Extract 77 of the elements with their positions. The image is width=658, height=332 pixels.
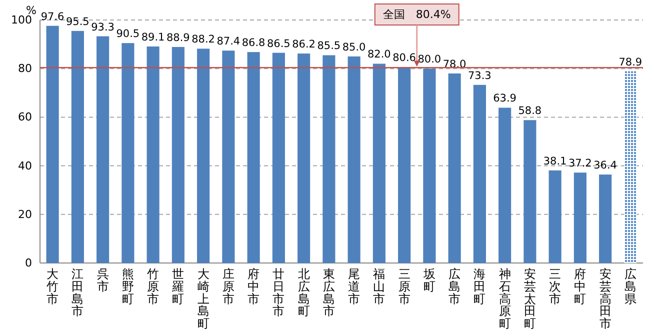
- bar: [71, 30, 84, 263]
- data-label: 86.8: [242, 37, 266, 50]
- data-label: 89.1: [141, 31, 165, 44]
- bar: [423, 68, 436, 263]
- x-tick-label: 東広島市: [322, 267, 335, 318]
- data-label: 58.8: [518, 105, 542, 118]
- data-label: 37.2: [568, 158, 592, 170]
- data-label: 88.9: [166, 32, 190, 44]
- x-tick-label: 江田島市: [72, 267, 84, 318]
- y-tick-label: 40: [18, 159, 32, 172]
- data-label: 88.2: [192, 34, 216, 46]
- y-tick-label: 80: [18, 62, 32, 76]
- data-label: 85.0: [342, 41, 366, 54]
- bar: [599, 174, 612, 263]
- x-tick-label: 呉市: [96, 267, 109, 294]
- x-tick-label: 広島市: [448, 267, 461, 306]
- bar: [96, 36, 110, 263]
- x-tick-label: 府中市: [248, 267, 260, 306]
- x-tick-label: 坂町: [422, 267, 436, 294]
- x-tick-label: 廿日市市: [272, 267, 285, 318]
- ref-line-label: 全国 80.4%: [382, 8, 451, 21]
- data-label: 80.0: [418, 54, 442, 66]
- y-tick-label: 0: [25, 256, 32, 270]
- data-label: 86.2: [292, 38, 316, 51]
- data-label: 78.9: [618, 56, 642, 68]
- bar: [574, 172, 586, 263]
- bar: [46, 26, 59, 263]
- data-label: 85.5: [317, 40, 341, 52]
- x-tick-label: 庄原市: [222, 267, 234, 306]
- x-tick-label: 府中町: [574, 267, 586, 306]
- bar: [322, 55, 336, 263]
- bar: [298, 54, 310, 263]
- bar: [548, 170, 562, 263]
- bar: [222, 50, 235, 263]
- x-tick-label: 安芸太田町: [524, 267, 536, 331]
- data-label: 80.6: [392, 52, 416, 64]
- bar: [624, 71, 637, 263]
- x-tick-label: 広島県: [624, 267, 636, 306]
- data-label: 36.4: [594, 160, 618, 172]
- x-tick-label: 三次市: [549, 267, 562, 306]
- x-tick-label: 北広島町: [298, 267, 310, 318]
- x-tick-label: 竹原市: [147, 267, 160, 306]
- bar: [247, 52, 260, 263]
- x-tick-label: 神石高原町: [498, 267, 511, 331]
- data-label: 95.5: [66, 16, 90, 28]
- x-tick-label: 尾道市: [348, 267, 360, 306]
- bar: [122, 43, 134, 263]
- y-tick-label: 60: [18, 110, 32, 124]
- data-label: 97.6: [40, 10, 65, 23]
- x-tick-label: 熊野町: [122, 267, 134, 306]
- bar: [172, 46, 184, 263]
- data-label: 93.3: [91, 21, 115, 34]
- bar: [398, 67, 411, 263]
- bar: [524, 120, 536, 263]
- bar: [146, 46, 160, 263]
- bar: [473, 84, 486, 263]
- bar: [498, 108, 512, 263]
- bar: [197, 48, 210, 263]
- data-label: 82.0: [367, 48, 391, 61]
- data-label: 87.4: [216, 36, 240, 48]
- bar: [348, 56, 360, 263]
- bar: [272, 52, 285, 263]
- x-tick-label: 大崎上島町: [197, 267, 210, 331]
- bar: [448, 73, 461, 263]
- data-label: 86.5: [266, 38, 290, 50]
- data-label: 38.1: [543, 155, 567, 168]
- x-tick-label: 福山市: [373, 267, 386, 306]
- x-tick-label: 三原市: [398, 267, 410, 306]
- data-label: 90.5: [116, 28, 140, 40]
- bar: [372, 64, 386, 263]
- x-tick-label: 世羅町: [172, 267, 184, 306]
- x-tick-label: 大竹市: [46, 267, 59, 306]
- data-label: 73.3: [468, 70, 492, 82]
- x-tick-label: 安芸高田市: [599, 267, 612, 331]
- x-tick-label: 海田町: [474, 267, 486, 306]
- data-label: 63.9: [493, 92, 517, 105]
- y-tick-label: 20: [18, 208, 32, 221]
